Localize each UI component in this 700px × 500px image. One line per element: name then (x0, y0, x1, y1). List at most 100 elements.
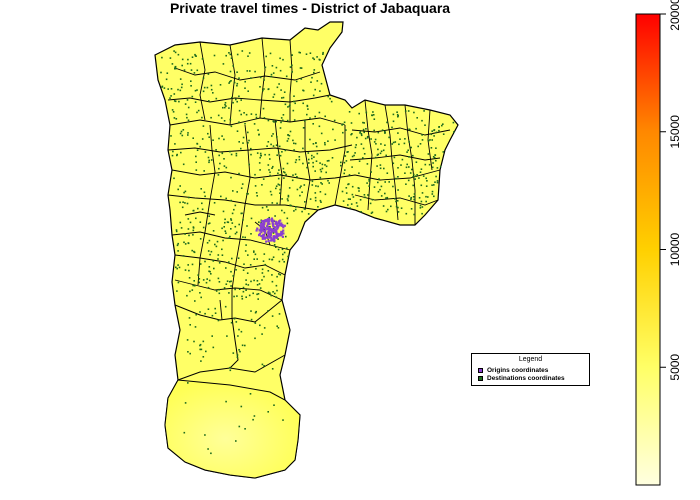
destination-point (343, 121, 346, 124)
destination-point (233, 81, 236, 84)
destination-point (222, 210, 225, 213)
destination-point (225, 197, 227, 200)
destination-point (421, 192, 424, 194)
destination-point (229, 118, 232, 121)
destination-point (271, 258, 273, 261)
destination-point (244, 344, 246, 347)
destination-point (283, 211, 286, 214)
destination-point (252, 292, 254, 295)
destination-point (176, 290, 178, 292)
destination-point (205, 350, 207, 353)
destination-point (307, 158, 310, 161)
destination-point (286, 247, 288, 250)
destination-point (220, 117, 223, 119)
destination-point (186, 339, 189, 341)
destination-point (345, 192, 348, 194)
destination-point (269, 292, 271, 294)
destination-point (384, 144, 386, 146)
destination-point (175, 266, 177, 269)
destination-point (347, 183, 349, 186)
destination-point (192, 284, 194, 287)
destination-point (294, 208, 297, 211)
destination-point (244, 80, 246, 83)
destination-point (439, 165, 442, 168)
legend-title: Legend (518, 356, 543, 363)
destination-point (344, 169, 346, 171)
destination-point (309, 52, 312, 54)
destination-point (241, 344, 244, 347)
destination-point (329, 97, 331, 100)
destination-point (315, 185, 317, 187)
destination-point (196, 149, 199, 151)
destination-point (378, 178, 380, 180)
destination-point (391, 126, 393, 129)
destination-point (194, 53, 196, 56)
origin-point (259, 222, 263, 225)
destination-point (409, 128, 411, 131)
destination-point (179, 221, 182, 224)
destination-point (413, 111, 415, 114)
destination-point (211, 314, 214, 317)
destination-point (435, 159, 437, 162)
destination-point (332, 128, 334, 131)
destination-point (256, 152, 259, 154)
destination-point (225, 283, 228, 285)
destination-point (423, 110, 425, 112)
origin-point (271, 228, 274, 231)
destination-point (275, 284, 278, 287)
destination-point (254, 337, 256, 340)
destination-point (219, 162, 221, 165)
destination-point (384, 181, 386, 183)
destination-point (206, 86, 209, 89)
destination-point (201, 58, 204, 60)
destination-point (282, 419, 284, 421)
destination-point (283, 261, 285, 263)
destination-point (187, 119, 190, 122)
destination-point (317, 185, 319, 188)
destination-point (189, 290, 191, 293)
destination-point (295, 80, 298, 83)
destination-point (243, 112, 245, 114)
destination-point (267, 119, 270, 122)
destination-point (271, 65, 274, 67)
destination-point (224, 218, 226, 221)
destination-point (318, 125, 321, 128)
destination-point (311, 154, 313, 157)
destination-point (256, 195, 258, 197)
destination-point (247, 254, 249, 256)
destination-point (230, 219, 233, 221)
destination-point (218, 167, 220, 170)
origin-point (273, 228, 276, 231)
destination-point (182, 255, 185, 257)
destination-point (177, 188, 179, 191)
destination-point (230, 125, 233, 128)
destination-point (342, 200, 345, 202)
destination-point (347, 151, 349, 153)
destination-point (281, 258, 284, 261)
destination-point (278, 273, 280, 275)
origin-point (264, 228, 267, 231)
destination-point (309, 117, 311, 119)
origin-point (273, 237, 276, 240)
destination-point (201, 116, 203, 119)
destination-point (263, 253, 266, 255)
destination-point (360, 133, 363, 135)
destination-point (415, 161, 418, 163)
destination-point (379, 188, 381, 191)
destination-point (410, 196, 412, 199)
destination-point (377, 181, 379, 184)
destination-point (202, 279, 205, 281)
destination-point (218, 154, 220, 157)
destination-point (302, 147, 304, 150)
destination-point (200, 188, 202, 190)
destination-point (276, 275, 278, 278)
origin-point (263, 223, 266, 226)
destination-point (199, 238, 202, 240)
destination-point (400, 164, 402, 166)
destination-point (224, 103, 226, 106)
destination-point (302, 127, 305, 129)
destination-point (302, 89, 304, 92)
destination-point (196, 111, 198, 114)
destination-point (210, 159, 213, 161)
destination-point (189, 62, 192, 65)
